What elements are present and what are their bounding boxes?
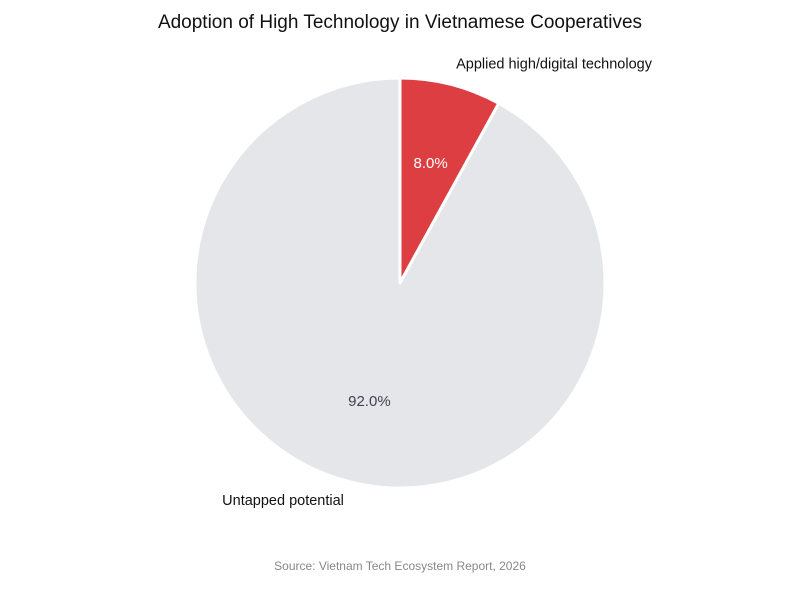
pie-slice-2 (193, 76, 607, 490)
pie-slice-1 (398, 76, 501, 285)
chart-source: Source: Vietnam Tech Ecosystem Report, 2… (274, 559, 526, 573)
pie-percent-label-1: 8.0% (413, 155, 447, 172)
chart-title: Adoption of High Technology in Vietnames… (158, 12, 642, 33)
pie-slices (193, 76, 607, 490)
pie-category-label-2: Untapped potential (222, 493, 344, 509)
pie-labels: 8.0% Applied high/digital technology 92.0%… (222, 56, 653, 509)
pie-percent-label-2: 92.0% (348, 393, 391, 410)
pie-category-label-1: Applied high/digital technology (456, 56, 653, 72)
